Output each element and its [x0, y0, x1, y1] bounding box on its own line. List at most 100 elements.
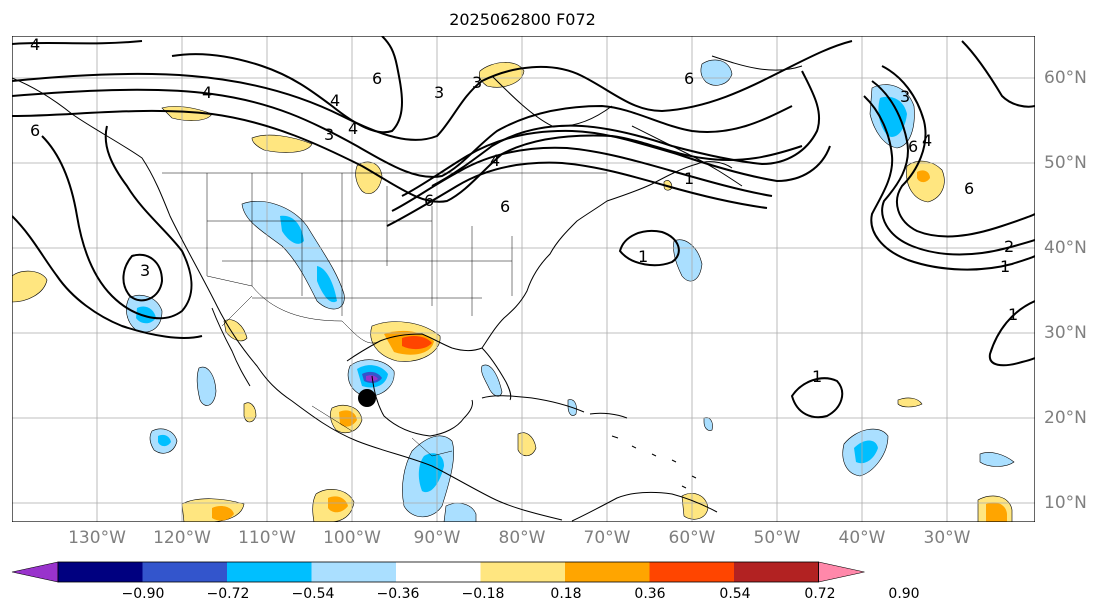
- shade-pos-canada: [478, 62, 525, 88]
- contour-label: 6: [372, 69, 382, 88]
- colorbar-tick-label: −0.72: [206, 586, 250, 602]
- colorbar-tick-label: −0.54: [291, 586, 335, 602]
- contour-label: 3: [472, 73, 482, 92]
- colorbar-segment: [480, 562, 565, 582]
- contour-label: 4: [348, 119, 358, 138]
- coast-gulf: [346, 161, 733, 362]
- shade-pos-baja-north: [223, 319, 248, 342]
- colorbar-tick-label: −0.18: [461, 586, 505, 602]
- colorbar-segment: [734, 562, 819, 582]
- contour-label: 4: [330, 91, 340, 110]
- colorbar-tick-label: −0.90: [121, 586, 165, 602]
- contour-label: 3: [324, 125, 334, 144]
- colorbar-segment: [565, 562, 650, 582]
- storm-center-marker: [358, 389, 376, 407]
- shade-neg-rockies-core: [280, 215, 304, 244]
- contour-label: 4: [202, 83, 212, 102]
- shade-neg-pacific-small: [196, 366, 217, 406]
- contour-label: 6: [684, 69, 694, 88]
- shade-neg-north-atlantic: [700, 59, 733, 86]
- coast-islands: [611, 435, 697, 489]
- coast-baja: [211, 307, 251, 387]
- lon-label: 70°W: [583, 528, 631, 548]
- height-contours: [12, 36, 1035, 419]
- lon-label: 50°W: [753, 528, 801, 548]
- coast-hispaniola: [589, 412, 628, 419]
- contour-label: 1: [812, 367, 822, 386]
- colorbar-tick-label: 0.72: [804, 586, 836, 602]
- contour-label: 4: [30, 36, 40, 54]
- colorbar-tick-label: 0.90: [888, 586, 920, 602]
- shade-pos-pac-west: [12, 270, 48, 303]
- contour-label-group: 4 4 3 6 6 3 4 3 4 6 4 1 1 3 6 1 1 2 6 6 …: [30, 36, 1018, 386]
- colorbar-segment: [649, 562, 734, 582]
- shade-pos-gulf-core: [402, 335, 432, 350]
- contour-label: 3: [900, 87, 910, 106]
- lon-label: 40°W: [838, 528, 886, 548]
- shade-neg-southeast: [443, 502, 477, 522]
- lon-label: 120°W: [153, 528, 211, 548]
- colorbar-extension-high: [818, 561, 865, 583]
- shade-pos-azores-core: [917, 170, 930, 183]
- shade-pos-car: [517, 432, 537, 457]
- shade-neg-rockies-core2: [317, 266, 337, 303]
- lon-label: 80°W: [498, 528, 546, 548]
- coast-cuba: [481, 395, 585, 413]
- shade-pos-pac-small: [243, 402, 257, 423]
- colorbar-tick-label: −0.36: [376, 586, 420, 602]
- lon-label: 60°W: [668, 528, 716, 548]
- shade-pos-ca-pac-core: [328, 496, 348, 513]
- contour-label: 1: [1008, 305, 1018, 324]
- shade-pos-yucatan-core: [339, 410, 357, 427]
- lat-label: 20°N: [1044, 408, 1087, 428]
- contour-label: 6: [500, 197, 510, 216]
- map-panel: 4 4 3 6 6 3 4 3 4 6 4 1 1 3 6 1 1 2 6 6 …: [12, 36, 1035, 522]
- contour-label: 1: [684, 169, 694, 188]
- shade-pos-midatl: [897, 397, 923, 408]
- colorbar-segment: [142, 562, 227, 582]
- colorbar-segment: [58, 562, 143, 582]
- shade-neg-baja-core: [136, 306, 156, 324]
- contour-label: 2: [1004, 237, 1014, 256]
- contour-label: 3: [434, 83, 444, 102]
- colorbar-tick-label: 0.36: [634, 586, 666, 602]
- contour-label: 6: [964, 179, 974, 198]
- graticule: [12, 36, 1035, 522]
- colorbar-tick-label: 0.54: [719, 586, 751, 602]
- shade-pos-pac-south-core: [212, 506, 234, 521]
- colorbar-outline: [57, 561, 819, 583]
- contour-label: 4: [922, 131, 932, 150]
- shade-neg-midatl: [673, 239, 703, 282]
- lon-label: 30°W: [923, 528, 971, 548]
- contour-label: 1: [1000, 257, 1010, 276]
- coastlines: [12, 55, 803, 522]
- lon-label: 130°W: [68, 528, 126, 548]
- contour-label: 1: [638, 247, 648, 266]
- contour-label: 6: [908, 137, 918, 156]
- coast-greenland: [711, 55, 803, 71]
- colorbar: [11, 561, 865, 583]
- shade-neg-atlantic-se-core: [854, 440, 878, 464]
- lat-label: 40°N: [1044, 238, 1087, 258]
- contour-label: 6: [30, 121, 40, 140]
- shade-neg-pacific-small2-core: [158, 434, 171, 447]
- contour-label: 6: [424, 191, 434, 210]
- anomaly-shading: [12, 59, 1015, 522]
- lat-label: 50°N: [1044, 153, 1087, 173]
- contour-label: 4: [490, 151, 500, 170]
- coast-sa: [571, 491, 718, 522]
- lat-label: 60°N: [1044, 68, 1087, 88]
- map-title: 2025062800 F072: [449, 10, 596, 29]
- colorbar-segment: [227, 562, 312, 582]
- shade-neg-far-east: [979, 452, 1015, 467]
- lon-label: 110°W: [238, 528, 296, 548]
- colorbar-extension-low: [11, 561, 59, 583]
- shade-pos-far-se-core: [986, 502, 1007, 522]
- lon-label: 90°W: [413, 528, 461, 548]
- contour-label: 3: [140, 261, 150, 280]
- colorbar-tick-label: 0.18: [550, 586, 582, 602]
- lon-label: 100°W: [323, 528, 381, 548]
- lat-label: 10°N: [1044, 493, 1087, 513]
- lat-label: 30°N: [1044, 323, 1087, 343]
- colorbar-segment: [311, 562, 396, 582]
